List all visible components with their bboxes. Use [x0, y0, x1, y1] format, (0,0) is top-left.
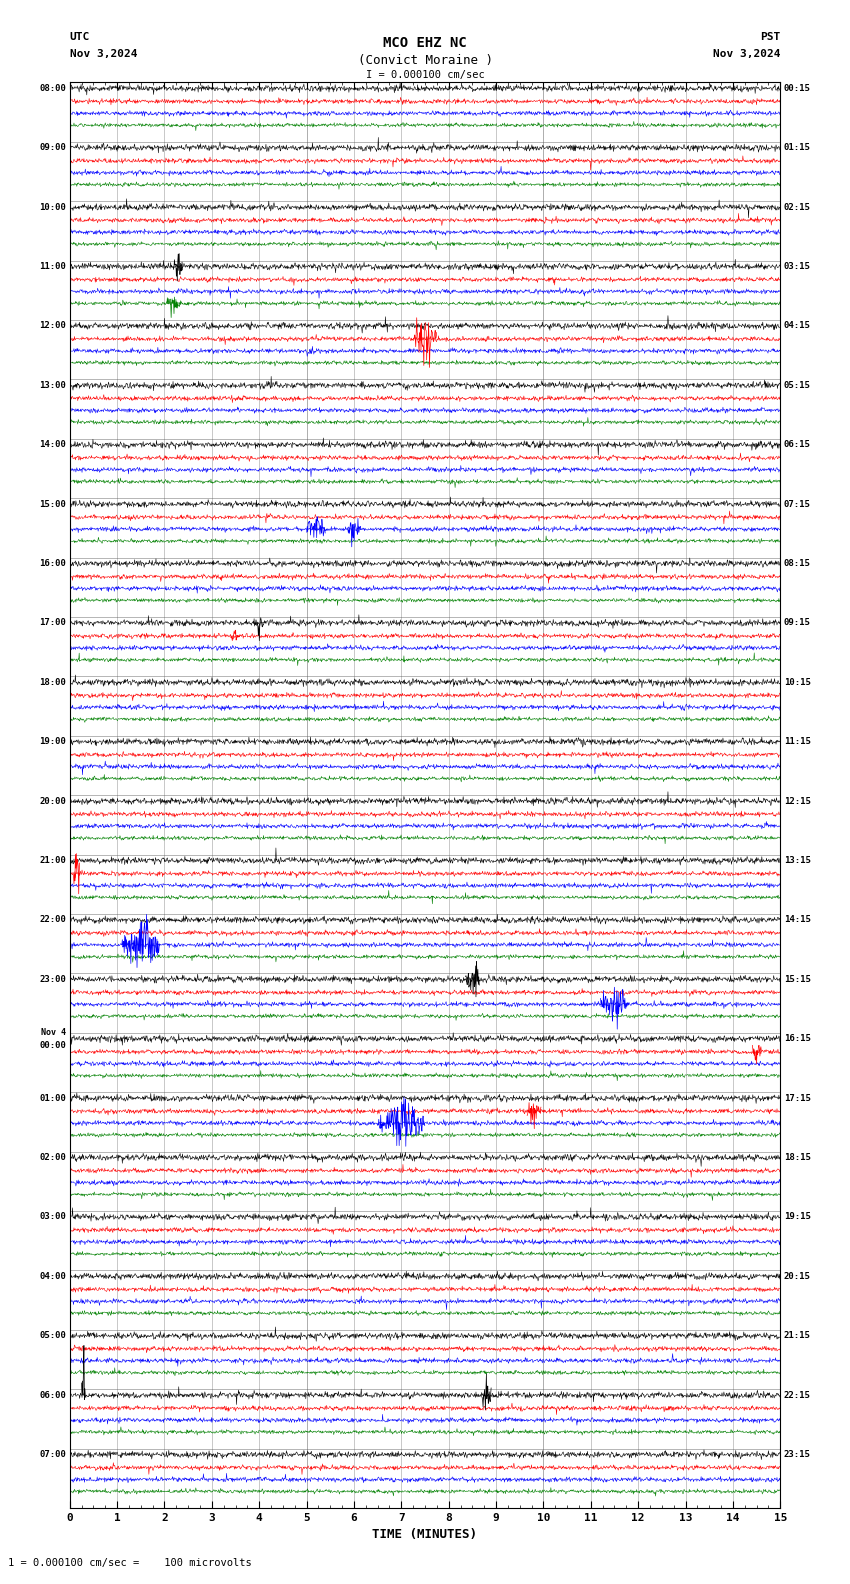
Text: 16:00: 16:00 [39, 559, 66, 569]
Text: Nov 3,2024: Nov 3,2024 [713, 49, 780, 59]
Text: 21:15: 21:15 [784, 1331, 811, 1340]
Text: 17:00: 17:00 [39, 618, 66, 627]
Text: 12:15: 12:15 [784, 797, 811, 806]
Text: 12:00: 12:00 [39, 322, 66, 331]
Text: 20:00: 20:00 [39, 797, 66, 806]
Text: 22:00: 22:00 [39, 916, 66, 925]
Text: 07:00: 07:00 [39, 1449, 66, 1459]
Text: 06:15: 06:15 [784, 440, 811, 450]
Text: MCO EHZ NC: MCO EHZ NC [383, 36, 467, 51]
Text: 15:15: 15:15 [784, 974, 811, 984]
Text: 00:00: 00:00 [39, 1041, 66, 1050]
Text: 16:15: 16:15 [784, 1034, 811, 1044]
Text: 07:15: 07:15 [784, 499, 811, 508]
Text: 00:15: 00:15 [784, 84, 811, 93]
Text: I = 0.000100 cm/sec: I = 0.000100 cm/sec [366, 70, 484, 79]
Text: 18:00: 18:00 [39, 678, 66, 687]
Text: 03:15: 03:15 [784, 261, 811, 271]
Text: 1 = 0.000100 cm/sec =    100 microvolts: 1 = 0.000100 cm/sec = 100 microvolts [8, 1559, 252, 1568]
Text: 21:00: 21:00 [39, 855, 66, 865]
Text: 19:00: 19:00 [39, 737, 66, 746]
Text: 14:00: 14:00 [39, 440, 66, 450]
Text: 04:00: 04:00 [39, 1272, 66, 1281]
Text: 02:15: 02:15 [784, 203, 811, 212]
Text: (Convict Moraine ): (Convict Moraine ) [358, 54, 492, 67]
Text: 03:00: 03:00 [39, 1212, 66, 1221]
Text: 08:00: 08:00 [39, 84, 66, 93]
Text: UTC: UTC [70, 32, 90, 41]
Text: 09:15: 09:15 [784, 618, 811, 627]
Text: 11:15: 11:15 [784, 737, 811, 746]
Text: 15:00: 15:00 [39, 499, 66, 508]
Text: 10:15: 10:15 [784, 678, 811, 687]
Text: 01:15: 01:15 [784, 143, 811, 152]
Text: PST: PST [760, 32, 780, 41]
Text: 18:15: 18:15 [784, 1153, 811, 1163]
Text: 13:15: 13:15 [784, 855, 811, 865]
Text: 08:15: 08:15 [784, 559, 811, 569]
Text: 04:15: 04:15 [784, 322, 811, 331]
Text: 23:00: 23:00 [39, 974, 66, 984]
Text: 20:15: 20:15 [784, 1272, 811, 1281]
Text: 01:00: 01:00 [39, 1093, 66, 1102]
Text: 05:15: 05:15 [784, 380, 811, 390]
Text: 11:00: 11:00 [39, 261, 66, 271]
Text: 09:00: 09:00 [39, 143, 66, 152]
Text: 06:00: 06:00 [39, 1391, 66, 1400]
Text: 10:00: 10:00 [39, 203, 66, 212]
Text: 13:00: 13:00 [39, 380, 66, 390]
Text: 02:00: 02:00 [39, 1153, 66, 1163]
Text: 17:15: 17:15 [784, 1093, 811, 1102]
Text: 22:15: 22:15 [784, 1391, 811, 1400]
Text: Nov 3,2024: Nov 3,2024 [70, 49, 137, 59]
Text: 19:15: 19:15 [784, 1212, 811, 1221]
X-axis label: TIME (MINUTES): TIME (MINUTES) [372, 1529, 478, 1541]
Text: 05:00: 05:00 [39, 1331, 66, 1340]
Text: 23:15: 23:15 [784, 1449, 811, 1459]
Text: Nov 4: Nov 4 [42, 1028, 66, 1038]
Text: 14:15: 14:15 [784, 916, 811, 925]
